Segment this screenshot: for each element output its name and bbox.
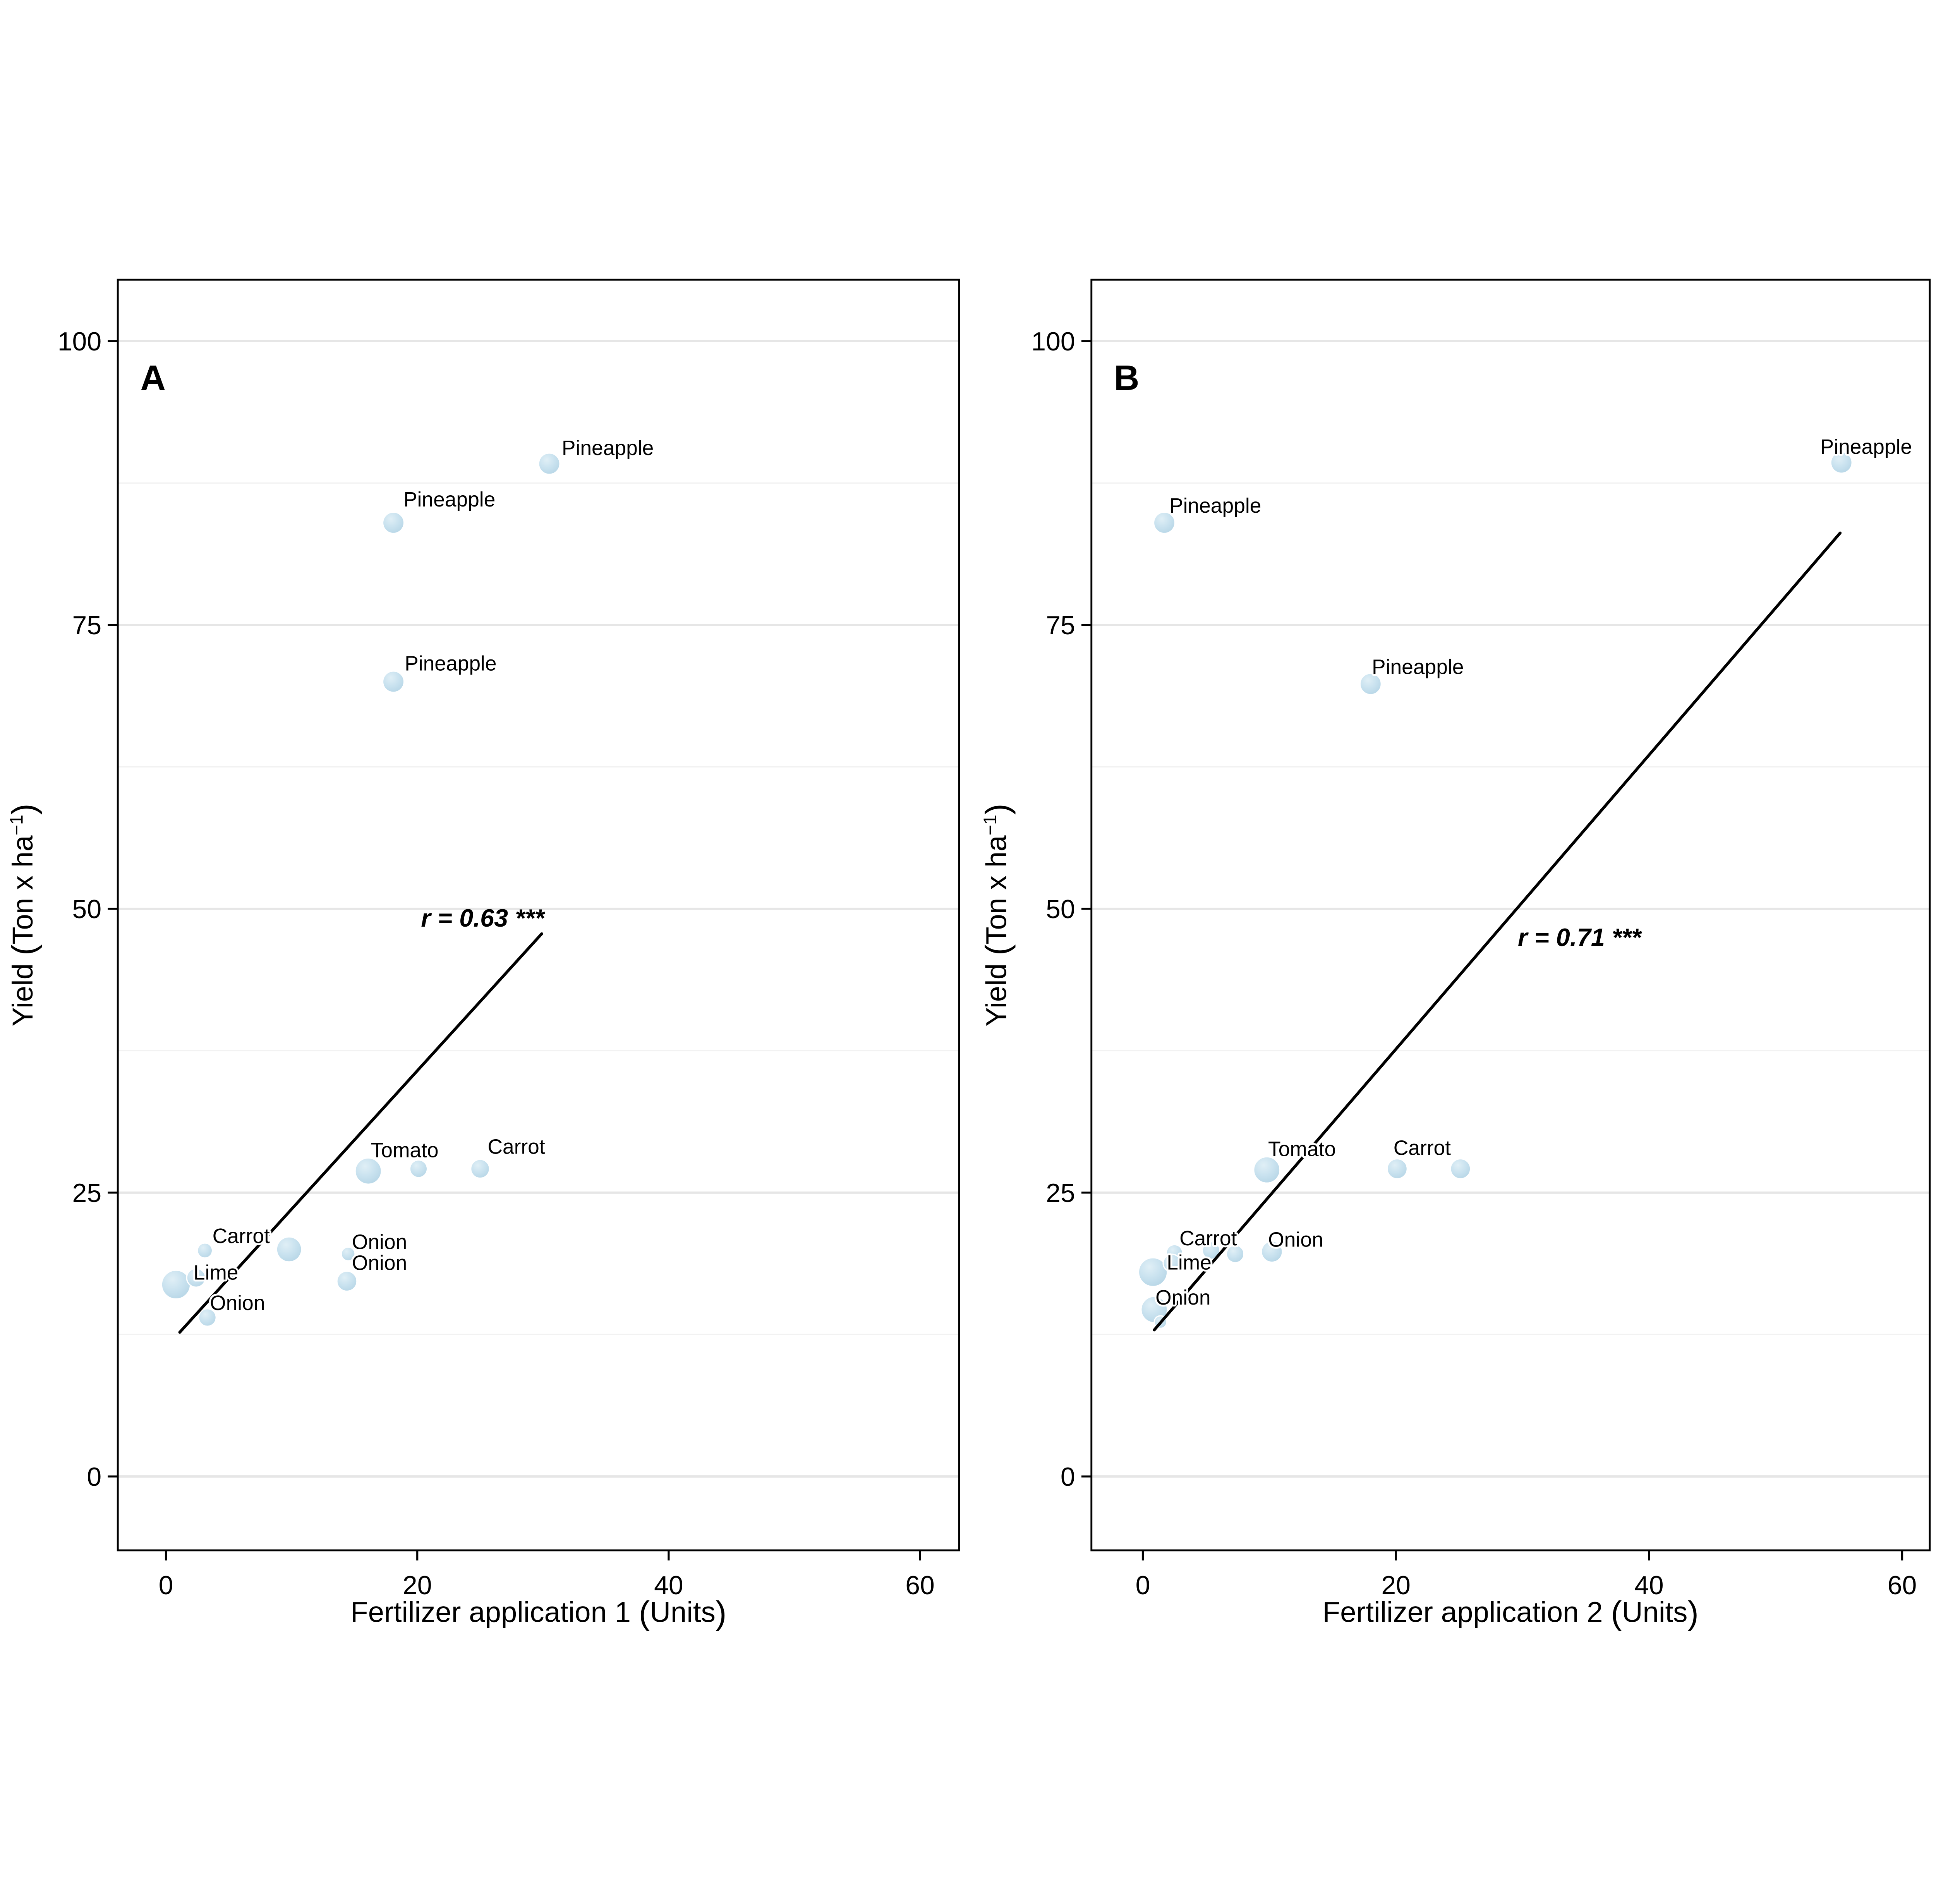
- point-label-carrot-5: Carrot: [487, 1136, 545, 1159]
- x-tick-label-40: 40: [654, 1571, 683, 1600]
- trend-line: [178, 932, 543, 1334]
- data-point-unlabeled-7: [276, 1236, 302, 1263]
- data-point-carrot-5: [470, 1159, 490, 1179]
- x-axis-title: Fertilizer application 1 (Units): [350, 1595, 726, 1632]
- point-label-tomato-3: Tomato: [371, 1139, 439, 1162]
- trend-line: [1153, 531, 1842, 1332]
- panel-a-chart: Pineapple Pineapple Pineapple Tomato Carrot C…: [5, 278, 960, 1632]
- point-label-onion-9: Onion: [352, 1252, 407, 1274]
- point-label-lime-10: Lime: [1167, 1252, 1212, 1274]
- data-point-unlabeled-5: [1450, 1158, 1471, 1179]
- y-tick-label-100: 100: [58, 327, 101, 356]
- point-label-pineapple-0: Pineapple: [562, 437, 654, 460]
- data-point-carrot-6: [197, 1242, 213, 1259]
- panel-border: [117, 278, 960, 1552]
- figure-background: [0, 270, 1936, 1634]
- data-point-unlabeled-11: [1162, 1253, 1181, 1272]
- point-label-carrot-6: Carrot: [213, 1225, 270, 1248]
- y-tick-label-0: 0: [1061, 1462, 1075, 1492]
- point-label-onion-12: Onion: [210, 1292, 265, 1315]
- correlation-annotation: r = 0.63 ***: [421, 904, 545, 932]
- x-tick-label-20: 20: [1381, 1571, 1411, 1600]
- correlation-annotation: r = 0.71 ***: [1518, 923, 1642, 951]
- y-tick-label-75: 75: [72, 611, 102, 640]
- data-point-carrot-4: [1386, 1158, 1408, 1179]
- x-tick-label-20: 20: [403, 1571, 432, 1600]
- y-tick-label-25: 25: [72, 1178, 102, 1208]
- data-point-pineapple-2: [1359, 673, 1382, 695]
- point-label-pineapple-2: Pineapple: [405, 652, 496, 675]
- point-label-pineapple-1: Pineapple: [403, 488, 495, 511]
- data-point-lime-10: [161, 1269, 191, 1300]
- x-tick-label-0: 0: [159, 1571, 173, 1600]
- y-tick-label-50: 50: [72, 894, 102, 924]
- data-point-pineapple-0: [1830, 451, 1853, 474]
- data-point-tomato-3: [1253, 1156, 1281, 1184]
- data-point-onion-8: [340, 1246, 356, 1262]
- point-label-pineapple-2: Pineapple: [1372, 656, 1464, 678]
- y-tick-label-75: 75: [1046, 611, 1075, 640]
- panel-b-chart: Pineapple Pineapple Pineapple Tomato Carrot C…: [979, 278, 1931, 1632]
- point-label-pineapple-1: Pineapple: [1169, 494, 1261, 517]
- point-label-onion-9: Onion: [1268, 1228, 1323, 1251]
- x-tick-label-60: 60: [905, 1571, 935, 1600]
- data-point-pineapple-0: [538, 452, 561, 475]
- data-point-unlabeled-8: [1225, 1244, 1245, 1264]
- x-tick-label-0: 0: [1136, 1571, 1150, 1600]
- panel-tag-b: B: [1114, 359, 1139, 398]
- data-point-unlabeled-11: [186, 1267, 206, 1288]
- data-point-pineapple-1: [1153, 511, 1176, 534]
- point-label-lime-10: Lime: [194, 1261, 239, 1284]
- data-point-lime-10: [1138, 1257, 1168, 1287]
- x-axis-title: Fertilizer application 2 (Units): [1323, 1595, 1699, 1632]
- point-label-onion-8: Onion: [352, 1231, 407, 1253]
- y-tick-label-50: 50: [1046, 894, 1075, 924]
- data-point-unlabeled-7: [1201, 1241, 1221, 1260]
- point-label-tomato-3: Tomato: [1268, 1138, 1336, 1161]
- y-tick-label-100: 100: [1031, 327, 1075, 356]
- data-point-onion-9: [1261, 1240, 1283, 1263]
- y-axis-title: Yield (Ton x ha−1): [5, 803, 43, 1026]
- data-point-onion-12: [198, 1308, 217, 1327]
- x-tick-label-60: 60: [1888, 1571, 1917, 1600]
- y-axis-title: Yield (Ton x ha−1): [979, 803, 1016, 1026]
- panel-tag-a: A: [140, 359, 165, 398]
- data-point-tomato-3: [354, 1157, 382, 1185]
- data-point-onion-9: [336, 1270, 358, 1292]
- data-point-unlabeled-4: [409, 1159, 428, 1178]
- point-label-carrot-6: Carrot: [1179, 1227, 1237, 1250]
- point-label-carrot-4: Carrot: [1394, 1137, 1451, 1160]
- point-label-onion-12: Onion: [1155, 1286, 1210, 1309]
- point-label-pineapple-0: Pineapple: [1820, 436, 1912, 458]
- data-point-pineapple-1: [382, 511, 405, 534]
- panel-border: [1090, 278, 1931, 1552]
- y-tick-label-25: 25: [1046, 1178, 1075, 1208]
- x-tick-label-40: 40: [1634, 1571, 1664, 1600]
- data-point-pineapple-2: [382, 670, 405, 693]
- y-tick-label-0: 0: [87, 1462, 101, 1492]
